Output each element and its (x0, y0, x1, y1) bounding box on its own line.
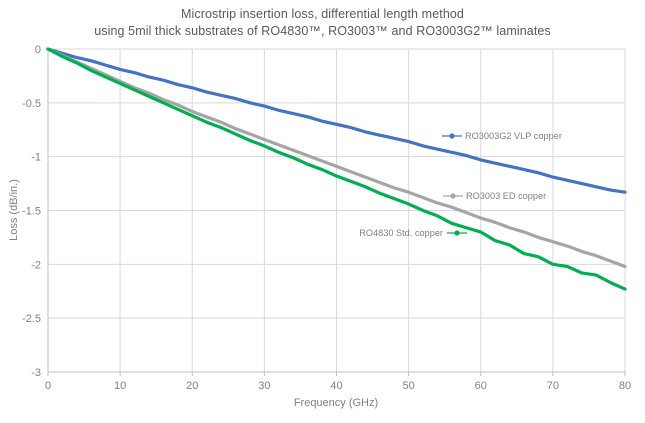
y-tick-label: -0.5 (22, 98, 41, 110)
x-tick-label: 10 (114, 380, 126, 392)
annotation-marker-green (454, 230, 460, 236)
x-tick-label: 0 (45, 380, 51, 392)
annotation-blue: RO3003G2 VLP copper (442, 131, 562, 141)
annotation-marker-blue (449, 133, 455, 139)
x-tick-label: 30 (258, 380, 270, 392)
chart-title-line-1: Microstrip insertion loss, differential … (181, 7, 464, 21)
x-tick-label: 40 (330, 380, 342, 392)
annotation-green: RO4830 Std. copper (359, 228, 467, 238)
x-tick-label: 80 (619, 380, 631, 392)
annotation-gray: RO3003 ED copper (443, 191, 546, 201)
x-tickmarks (47, 372, 626, 376)
y-axis-title: Loss (dB/in.) (8, 179, 20, 241)
x-axis-title: Frequency (GHz) (294, 397, 378, 409)
x-tick-label: 50 (403, 380, 415, 392)
chart-title-line-2: using 5mil thick substrates of RO4830™, … (94, 24, 551, 38)
y-tick-label: -1 (31, 152, 41, 164)
annotation-label-blue: RO3003G2 VLP copper (465, 131, 562, 141)
annotation-label-green: RO4830 Std. copper (359, 228, 443, 238)
x-tick-labels: 0 10 20 30 40 50 60 70 80 (45, 380, 631, 392)
x-tick-label: 70 (547, 380, 559, 392)
series-lines (46, 47, 627, 291)
series-line (46, 47, 627, 269)
y-tick-labels: 0 -0.5 -1 -1.5 -2 -2.5 -3 (22, 44, 41, 379)
chart-title: Microstrip insertion loss, differential … (0, 6, 645, 40)
x-tick-label: 60 (475, 380, 487, 392)
y-tick-label: -2 (31, 259, 41, 271)
y-tick-label: -2.5 (22, 313, 41, 325)
series-line (46, 47, 627, 291)
series-annotations: RO3003G2 VLP copper RO3003 ED copper RO4… (359, 131, 562, 238)
y-tick-label: 0 (35, 44, 41, 56)
y-tick-label: -3 (31, 367, 41, 379)
gridlines (48, 48, 626, 373)
annotation-marker-gray (450, 193, 456, 199)
annotation-label-gray: RO3003 ED copper (466, 191, 546, 201)
y-tick-label: -1.5 (22, 206, 41, 218)
series-line (46, 47, 627, 194)
x-tick-label: 20 (186, 380, 198, 392)
